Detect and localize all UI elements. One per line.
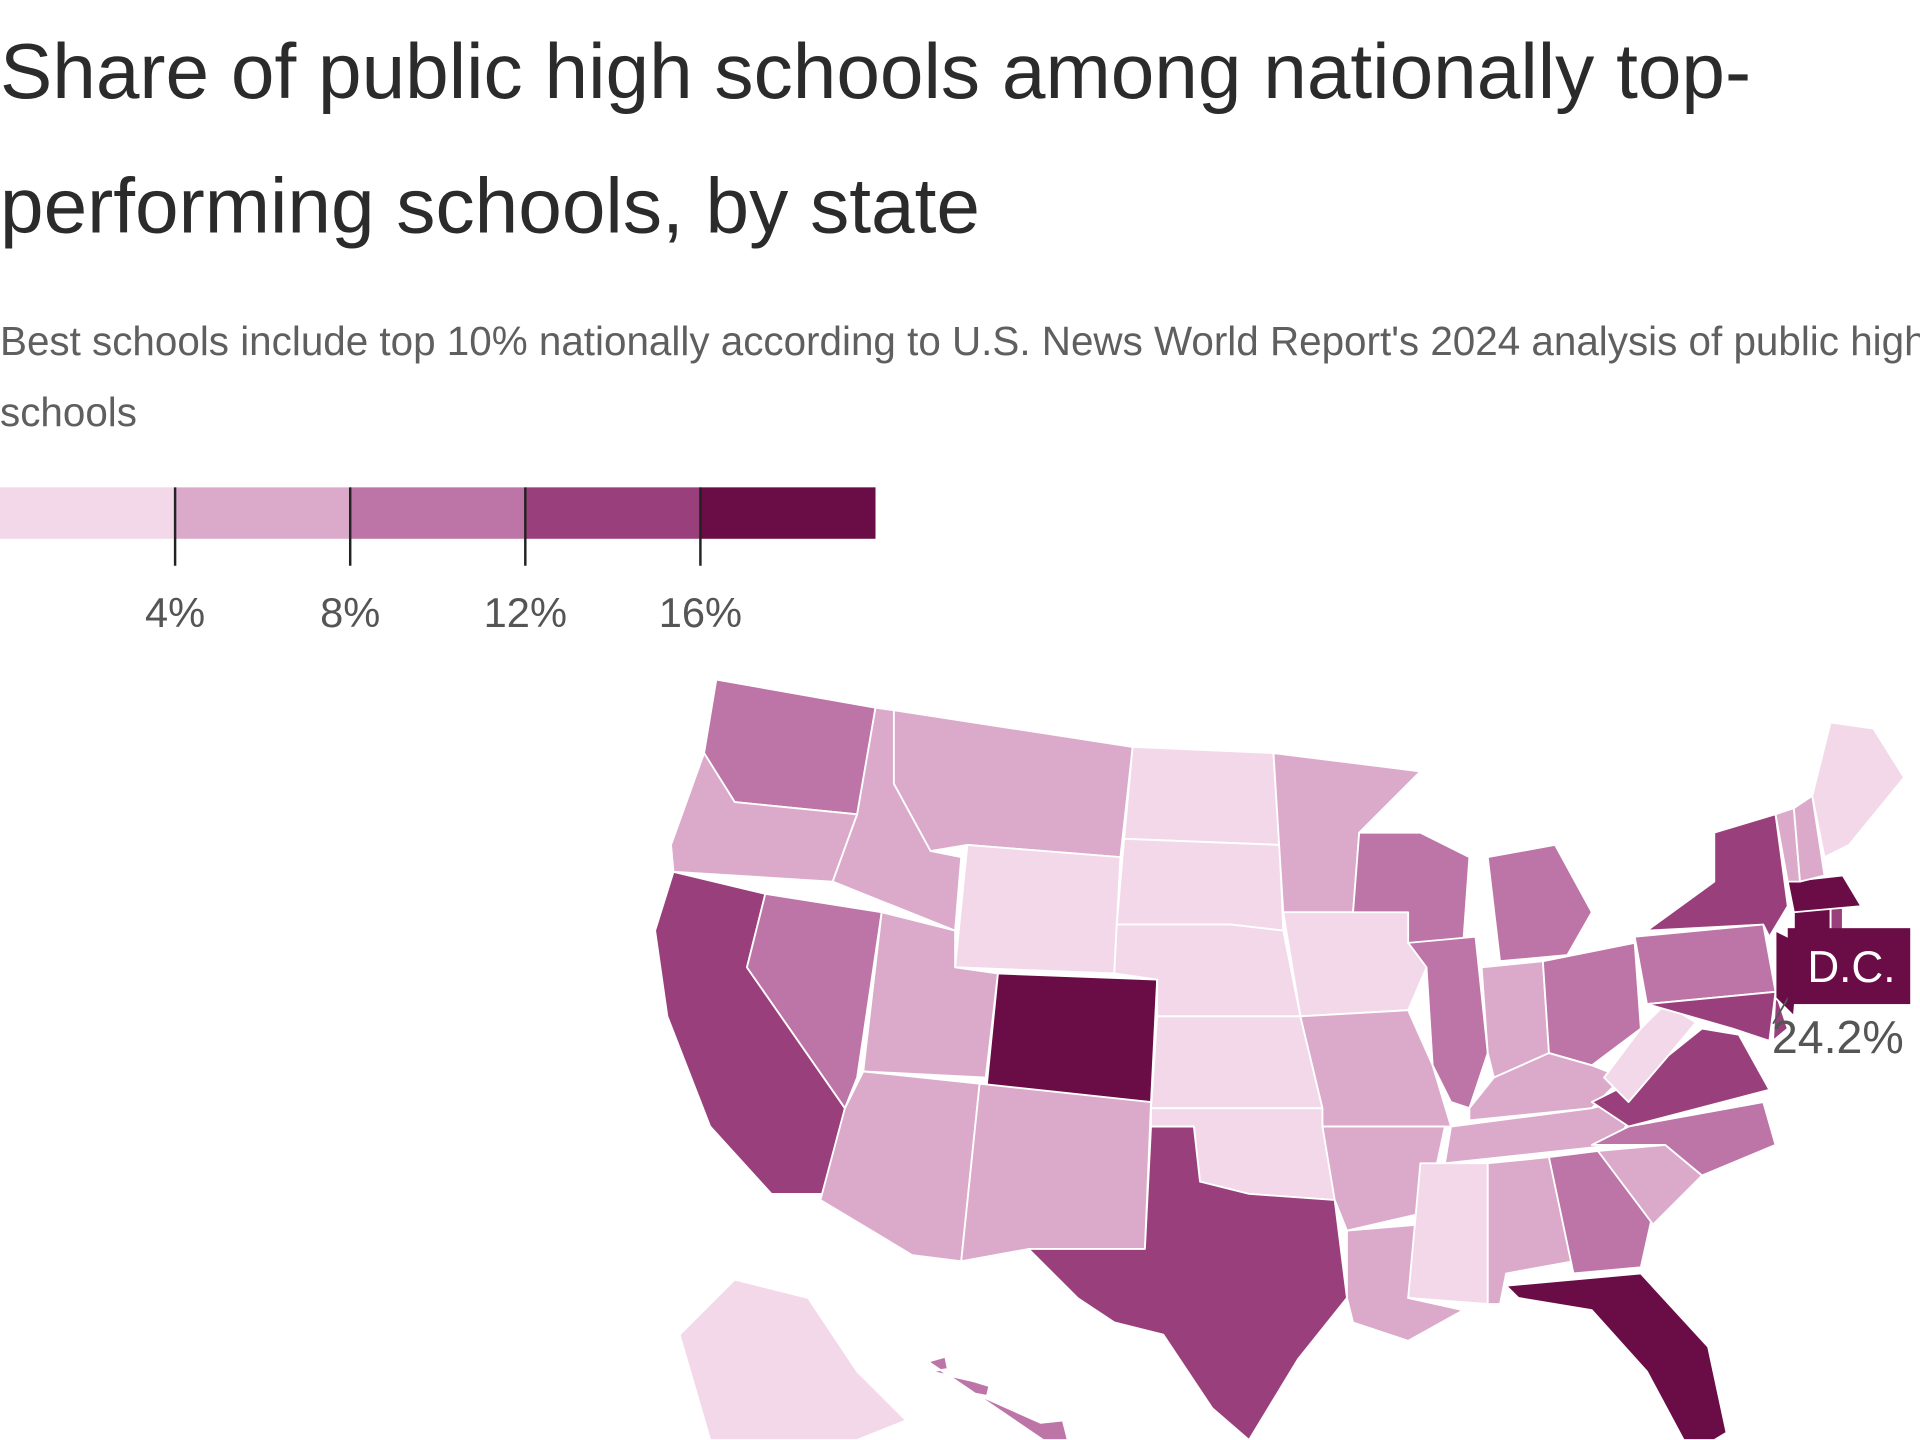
legend-swatch bbox=[0, 487, 176, 539]
annotation: D.C. 24.2% bbox=[1772, 928, 1911, 1063]
state bbox=[1299, 1009, 1452, 1128]
state bbox=[1633, 923, 1777, 1005]
state bbox=[1786, 874, 1863, 914]
dc-marker bbox=[1787, 928, 1911, 1005]
state bbox=[1115, 837, 1285, 932]
state bbox=[1548, 1150, 1654, 1275]
state bbox=[746, 892, 883, 1110]
state bbox=[1321, 1125, 1446, 1232]
legend-tick-label: 16% bbox=[659, 589, 742, 636]
chart-title: Share of public high schools among natio… bbox=[0, 27, 1751, 115]
legend-swatch bbox=[700, 487, 876, 539]
state bbox=[1407, 1162, 1489, 1305]
chart-subtitle: Best schools include top 10% nationally … bbox=[0, 318, 1920, 364]
chart-subtitle: schools bbox=[0, 389, 137, 435]
state bbox=[1792, 795, 1826, 883]
legend-swatch bbox=[175, 487, 351, 539]
state bbox=[1505, 1272, 1728, 1440]
legend-swatch bbox=[525, 487, 701, 539]
state bbox=[954, 843, 1122, 975]
state bbox=[1646, 813, 1789, 938]
legend-tick-label: 12% bbox=[484, 589, 567, 636]
legend-swatch bbox=[350, 487, 526, 539]
state bbox=[1027, 1125, 1348, 1440]
state bbox=[1486, 843, 1593, 963]
map bbox=[654, 678, 1905, 1440]
state bbox=[960, 1082, 1152, 1263]
chart-title: performing schools, by state bbox=[0, 162, 980, 250]
state bbox=[1811, 721, 1905, 859]
state bbox=[1150, 1015, 1324, 1110]
state bbox=[984, 972, 1159, 1103]
state bbox=[892, 709, 1134, 859]
state bbox=[1603, 1003, 1697, 1103]
state bbox=[927, 1355, 1069, 1440]
legend: 4% 8% 12% 16% bbox=[0, 487, 876, 636]
state bbox=[1468, 1052, 1624, 1122]
state bbox=[1407, 935, 1489, 1110]
legend-tick-label: 8% bbox=[320, 589, 380, 636]
leader-line bbox=[1772, 993, 1791, 1025]
state bbox=[1282, 911, 1428, 1018]
state bbox=[678, 1278, 908, 1440]
dc-value-label: 24.2% bbox=[1772, 1011, 1904, 1063]
state bbox=[1646, 990, 1777, 1042]
state bbox=[1123, 746, 1281, 846]
legend-tick-label: 4% bbox=[145, 589, 205, 636]
dc-label: D.C. bbox=[1807, 943, 1895, 992]
